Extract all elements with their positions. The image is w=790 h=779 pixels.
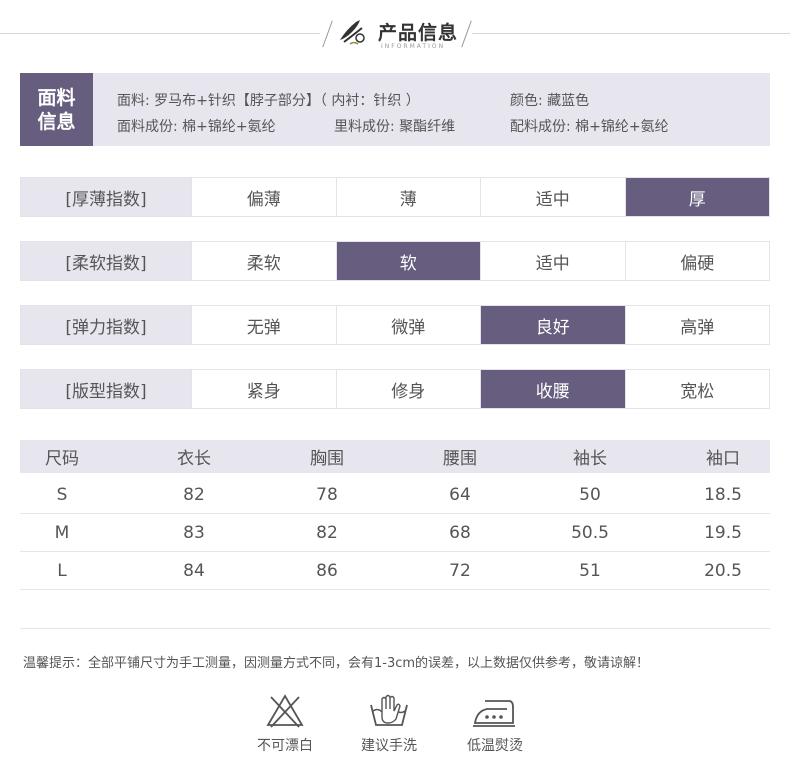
table-cell: 86 (316, 560, 338, 581)
fit-index-row: [版型指数] 紧身 修身 收腰 宽松 (20, 369, 770, 409)
table-cell: 50.5 (571, 522, 609, 543)
care-item-low-iron: 低温熨烫 (450, 693, 540, 755)
index-option: 薄 (335, 178, 480, 216)
fabric-composition: 面料成份: 棉+锦纶+氨纶 (117, 119, 276, 135)
index-option: 修身 (335, 370, 480, 408)
column-header: 腰围 (443, 449, 477, 469)
index-option: 无弹 (191, 306, 336, 344)
accessory-composition: 配料成份: 棉+锦纶+氨纶 (510, 119, 669, 135)
table-cell: 83 (183, 522, 205, 543)
fabric-color: 颜色: 藏蓝色 (510, 93, 590, 109)
header-slash-left (322, 20, 333, 48)
header-slash-right (461, 20, 472, 48)
column-header: 袖口 (706, 449, 740, 469)
index-option: 偏薄 (191, 178, 336, 216)
measurement-notice: 温馨提示：全部平铺尺寸为手工测量，因测量方式不同，会有1-3cm的误差，以上数据… (23, 656, 650, 671)
fabric-tag-line2: 信息 (37, 110, 76, 133)
table-cell: 72 (449, 560, 471, 581)
table-row: M 83 82 68 50.5 19.5 (20, 514, 770, 552)
table-cell: 78 (316, 484, 338, 505)
care-label: 不可漂白 (257, 738, 313, 754)
care-item-hand-wash: 建议手洗 (344, 693, 434, 755)
low-iron-icon (473, 700, 515, 727)
index-label: [版型指数] (21, 370, 191, 408)
table-cell: 50 (579, 484, 601, 505)
column-header: 衣长 (177, 449, 211, 469)
index-option-selected: 收腰 (480, 370, 625, 408)
hand-wash-icon (370, 694, 408, 726)
header-divider-right (472, 33, 790, 34)
index-option: 柔软 (191, 242, 336, 280)
fabric-material: 面料: 罗马布+针织【脖子部分】（ 内衬：针织 ） (117, 93, 420, 109)
index-option: 适中 (480, 178, 625, 216)
thickness-index-row: [厚薄指数] 偏薄 薄 适中 厚 (20, 177, 770, 217)
index-option-selected: 厚 (624, 178, 769, 216)
column-header: 袖长 (573, 449, 607, 469)
column-header: 尺码 (45, 449, 79, 469)
index-option-selected: 软 (335, 242, 480, 280)
index-label: [厚薄指数] (21, 178, 191, 216)
care-label: 建议手洗 (361, 738, 417, 754)
size-table-header: 尺码 衣长 胸围 腰围 袖长 袖口 (20, 440, 770, 473)
index-option: 高弹 (624, 306, 769, 344)
fabric-info-panel: 面料 信息 面料: 罗马布+针织【脖子部分】（ 内衬：针织 ） 颜色: 藏蓝色 … (20, 73, 770, 146)
table-cell: 51 (579, 560, 601, 581)
index-option: 微弹 (335, 306, 480, 344)
fabric-info-tag: 面料 信息 (20, 73, 93, 146)
header-divider-left (0, 33, 320, 34)
table-row: S 82 78 64 50 18.5 (20, 476, 770, 514)
no-bleach-icon (266, 694, 304, 728)
table-cell: 68 (449, 522, 471, 543)
section-subtitle: INFORMATION (381, 43, 446, 50)
table-cell: 19.5 (704, 522, 742, 543)
index-label: [弹力指数] (21, 306, 191, 344)
table-cell: 18.5 (704, 484, 742, 505)
notice-divider (20, 628, 770, 629)
table-cell: 82 (316, 522, 338, 543)
table-cell: L (57, 560, 67, 581)
elasticity-index-row: [弹力指数] 无弹 微弹 良好 高弹 (20, 305, 770, 345)
lining-composition: 里料成份: 聚酯纤维 (334, 119, 456, 135)
index-option-selected: 良好 (480, 306, 625, 344)
table-cell: S (56, 484, 68, 505)
index-option: 宽松 (624, 370, 769, 408)
index-option: 紧身 (191, 370, 336, 408)
index-option: 偏硬 (624, 242, 769, 280)
table-cell: 20.5 (704, 560, 742, 581)
softness-index-row: [柔软指数] 柔软 软 适中 偏硬 (20, 241, 770, 281)
table-cell: 64 (449, 484, 471, 505)
index-label: [柔软指数] (21, 242, 191, 280)
care-label: 低温熨烫 (467, 738, 523, 754)
fabric-tag-line1: 面料 (37, 86, 76, 109)
table-cell: 82 (183, 484, 205, 505)
table-cell: 84 (183, 560, 205, 581)
section-title: 产品信息 (378, 22, 459, 44)
column-header: 胸围 (310, 449, 344, 469)
table-row: L 84 86 72 51 20.5 (20, 552, 770, 590)
index-option: 适中 (480, 242, 625, 280)
care-item-no-bleach: 不可漂白 (240, 693, 330, 755)
brand-logo-icon (340, 20, 365, 45)
table-cell: M (54, 522, 70, 543)
